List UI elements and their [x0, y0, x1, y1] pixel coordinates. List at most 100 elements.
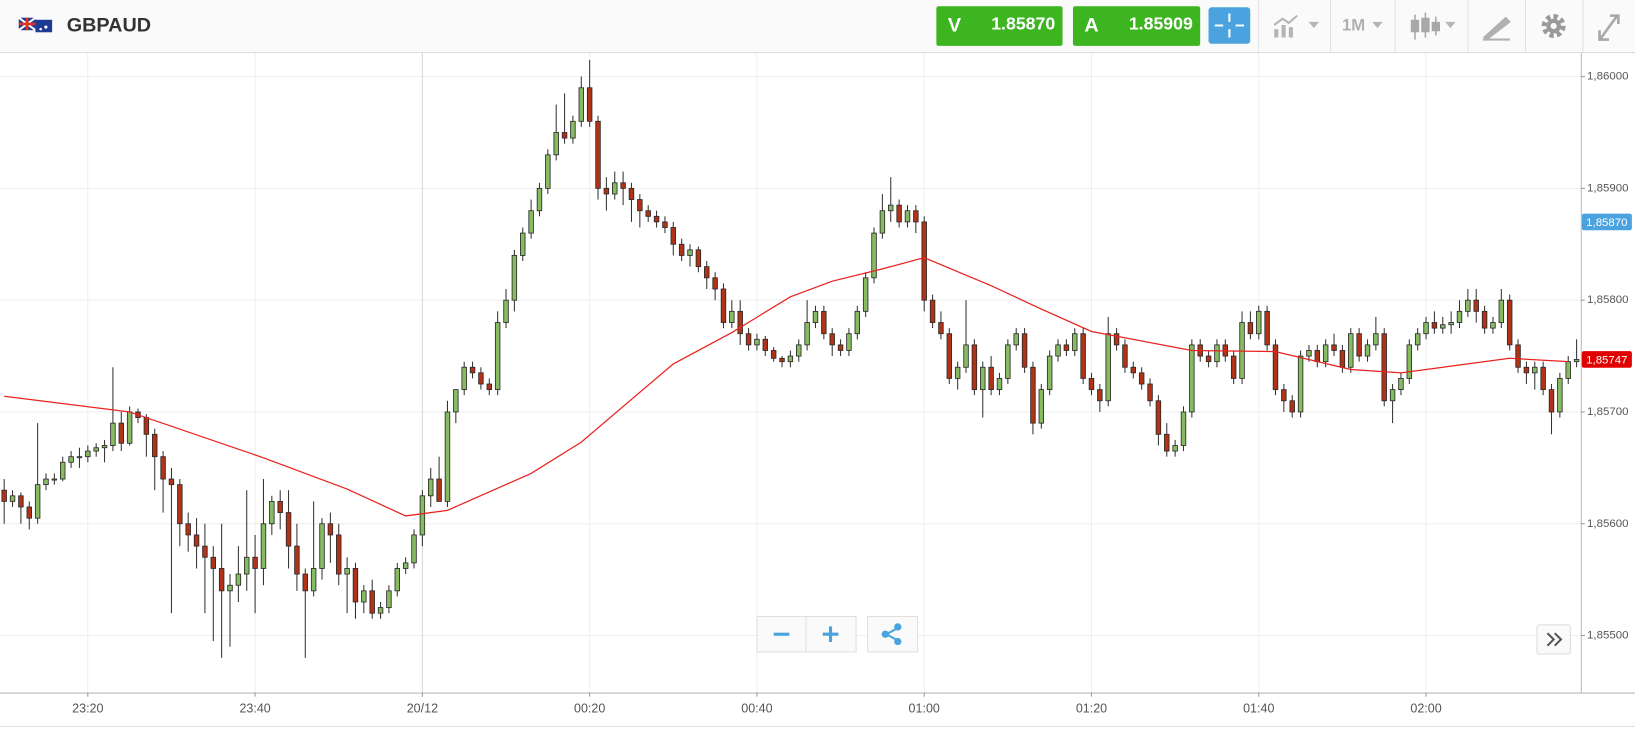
price-marker [1581, 351, 1632, 368]
candle-body [678, 243, 685, 256]
sell-price: 1.85870 [991, 14, 1055, 34]
candle-body [996, 378, 1003, 391]
sell-button[interactable]: V 1.85870 [936, 6, 1063, 46]
candle-body [1414, 333, 1421, 346]
candle-body [18, 495, 24, 508]
candle-body [327, 523, 334, 536]
candle-body [553, 132, 559, 156]
candle-body [227, 584, 233, 592]
candle-body [310, 568, 317, 592]
candle-body [411, 534, 417, 564]
candle-body [1373, 333, 1379, 346]
candle-body [143, 417, 150, 435]
scroll-right-button[interactable] [1536, 624, 1571, 655]
candle-body [1021, 333, 1028, 368]
candle-body [1172, 445, 1178, 452]
crosshair-button[interactable] [1208, 7, 1251, 44]
candle-body [946, 333, 953, 379]
zoom-out-button[interactable] [756, 616, 807, 653]
axis-labels: 1,85500 1,85600 1,85700 1,85800 1,85900 1,860… [72, 71, 1632, 716]
candle-body [829, 333, 835, 346]
candle-body [1072, 333, 1078, 351]
candle-body [1138, 372, 1145, 385]
candle-body [1431, 322, 1438, 329]
candle-body [269, 500, 275, 525]
candle-body [1230, 355, 1237, 379]
candle-body [1540, 366, 1546, 391]
candle-body [1306, 350, 1312, 357]
moving-average [4, 257, 1569, 517]
candle-body [570, 120, 576, 139]
candle-body [1364, 344, 1371, 357]
candle-body [1456, 310, 1463, 323]
chart-type-button[interactable] [1273, 14, 1320, 38]
share-button[interactable] [867, 616, 919, 653]
candle-body [1264, 310, 1270, 346]
candle-body [921, 221, 927, 301]
candle-body [704, 266, 710, 279]
candle-body [361, 590, 367, 603]
x-tick-label: 20/12 [407, 702, 438, 716]
candle-body [1155, 400, 1162, 435]
candle-body [1398, 378, 1404, 391]
candle-body [954, 366, 961, 379]
candle-body [1548, 389, 1555, 413]
candle-body [168, 478, 175, 486]
fullscreen-button[interactable] [1598, 14, 1620, 41]
flag [18, 16, 53, 33]
candle-body [352, 568, 359, 603]
candle-body [1297, 355, 1304, 413]
candle-style-button[interactable] [1410, 12, 1456, 40]
candle-body [444, 411, 451, 502]
candle-body [386, 590, 392, 609]
timeframe-button[interactable]: 1M [1342, 15, 1383, 34]
buy-button[interactable]: A 1.85909 [1072, 6, 1201, 46]
candle-body [193, 534, 200, 547]
candle-body [177, 484, 183, 525]
candle-body [1122, 344, 1128, 368]
candle-body [486, 383, 493, 391]
candle-body [344, 568, 350, 575]
candle-body [1055, 344, 1061, 357]
candle-body [528, 210, 534, 234]
candle-body [904, 210, 911, 223]
x-tick-label: 01:00 [909, 702, 940, 716]
candle-body [503, 299, 509, 323]
candle-body [1356, 333, 1362, 357]
header-bar [0, 0, 1635, 53]
candle-body [461, 366, 467, 391]
candle-body [1214, 344, 1220, 363]
candle-body [210, 556, 216, 569]
candle-body [1506, 299, 1513, 346]
candle-body [1473, 299, 1479, 312]
candle-body [645, 210, 651, 217]
candle-body [846, 333, 852, 351]
y-tick-label: 1,85800 [1587, 294, 1628, 306]
candle-body [511, 255, 518, 301]
candle-body [620, 182, 626, 189]
zoom-in-button[interactable] [805, 616, 857, 653]
candle-body [1105, 333, 1111, 402]
candle-body [260, 523, 267, 569]
candle-body [394, 568, 401, 592]
price-marker-label: 1,85870 [1586, 217, 1627, 229]
candle-body [1189, 344, 1195, 413]
settings-button[interactable] [1541, 14, 1566, 39]
candle-body [1147, 383, 1153, 402]
x-tick-label: 23:20 [72, 702, 103, 716]
candle-body [68, 456, 74, 463]
candle-body [1205, 355, 1212, 363]
candle-body [745, 333, 752, 346]
candle-body [762, 338, 769, 351]
candle-body [1256, 310, 1262, 335]
price-marker-label: 1,85747 [1586, 354, 1627, 366]
drawing-button[interactable] [1482, 16, 1511, 41]
candle-body [737, 310, 743, 335]
candle-body [1465, 299, 1471, 312]
y-tick-label: 1,85500 [1587, 630, 1628, 642]
candle-body [628, 187, 635, 200]
candle-body [804, 322, 810, 346]
x-tick-label: 01:40 [1243, 702, 1274, 716]
candle-body [34, 484, 41, 519]
